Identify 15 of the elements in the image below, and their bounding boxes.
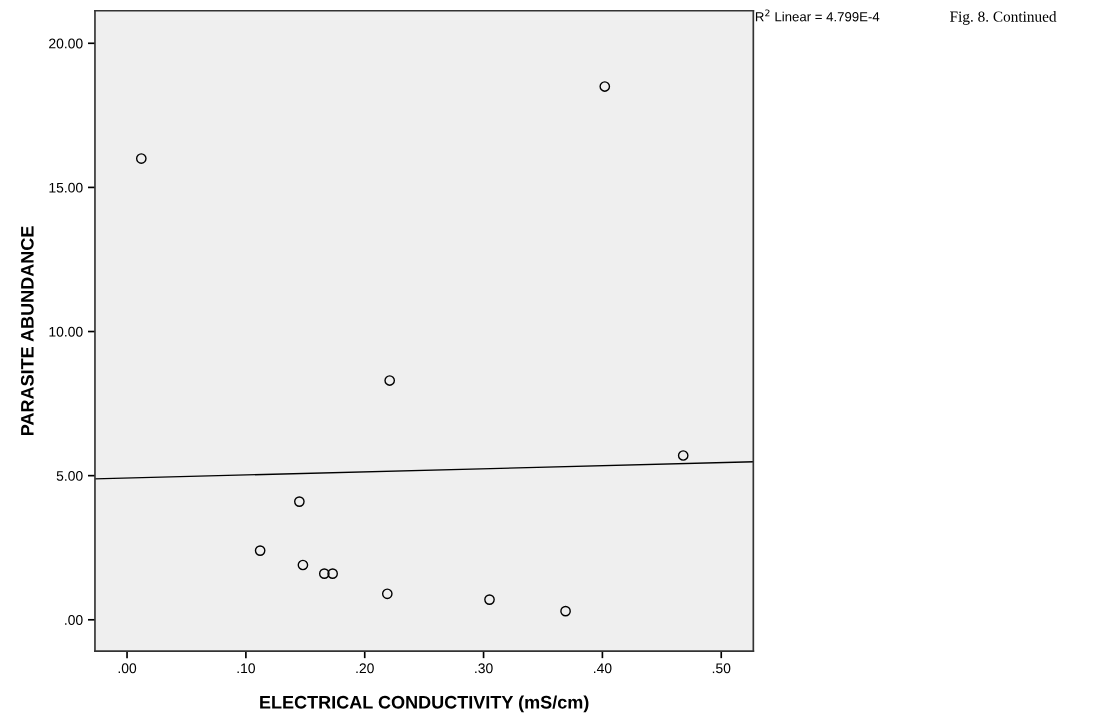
x-axis-title: ELECTRICAL CONDUCTIVITY (mS/cm): [260, 695, 589, 713]
y-axis-title: PARASITE ABUNDANCE: [20, 226, 34, 436]
caption: Fig. 8. Continued: [950, 11, 1057, 25]
y-tick-label: 5.00: [56, 470, 83, 481]
y-tick-label: 10.00: [49, 326, 83, 337]
x-tick-label: .10: [237, 663, 255, 674]
y-tick-label: 20.00: [49, 38, 83, 49]
x-tick-label: .50: [712, 663, 731, 674]
x-tick-label: .20: [356, 663, 374, 674]
y-tick-label: .00: [65, 615, 83, 625]
y-tick-label: 15.00: [49, 182, 83, 193]
x-tick-label: .40: [594, 663, 612, 674]
x-tick-label: .00: [118, 663, 137, 674]
x-tick-label: .30: [475, 663, 493, 674]
text: R$^{2}$ Linear = 4.799E-4: [755, 9, 880, 22]
